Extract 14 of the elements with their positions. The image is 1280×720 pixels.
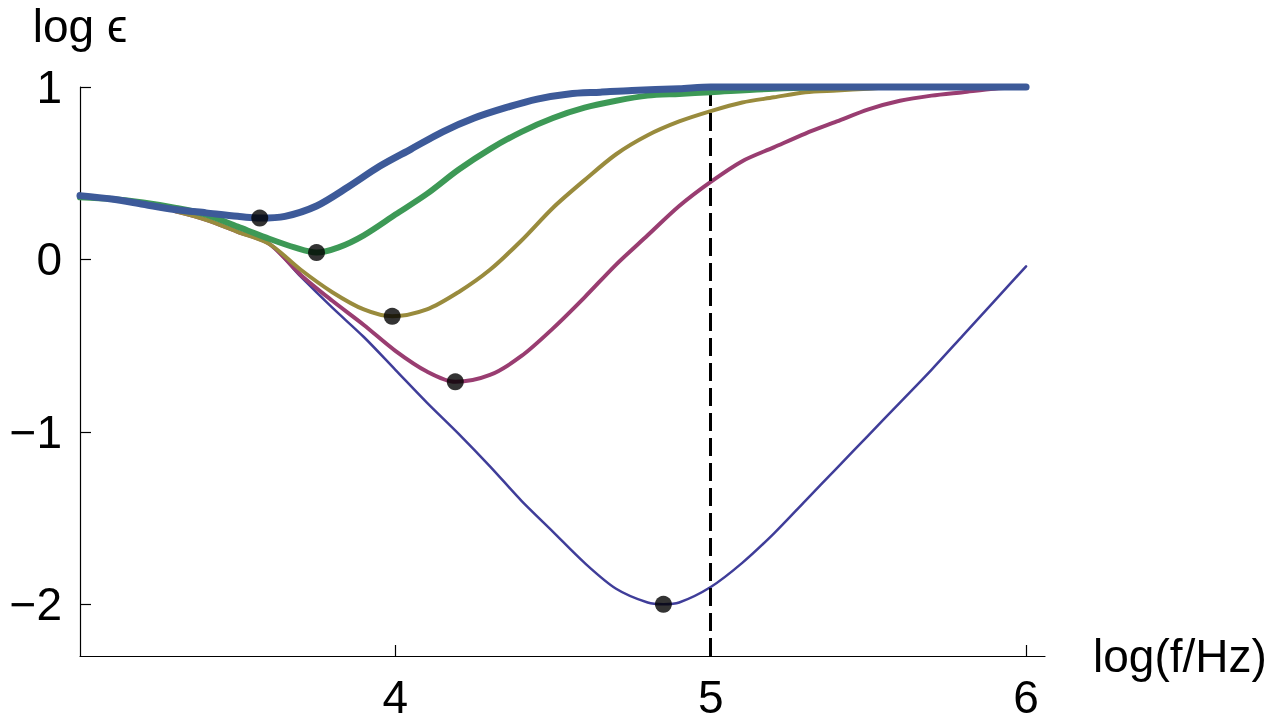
y-axis-title: log ϵ (32, 0, 128, 52)
point (308, 244, 326, 262)
y-tick-label: 1 (36, 61, 62, 113)
y-tick-label: −2 (9, 578, 62, 631)
y-tick-label: −1 (9, 405, 62, 458)
point (251, 209, 269, 227)
x-axis-title: log(f/Hz) (1093, 630, 1267, 682)
point (654, 595, 672, 613)
x-tick-label: 5 (697, 671, 724, 720)
x-tick-label: 6 (1013, 671, 1039, 720)
point (446, 373, 464, 391)
y-tick-label: 0 (36, 233, 62, 286)
point (383, 307, 401, 325)
x-tick-label: 4 (382, 671, 409, 720)
